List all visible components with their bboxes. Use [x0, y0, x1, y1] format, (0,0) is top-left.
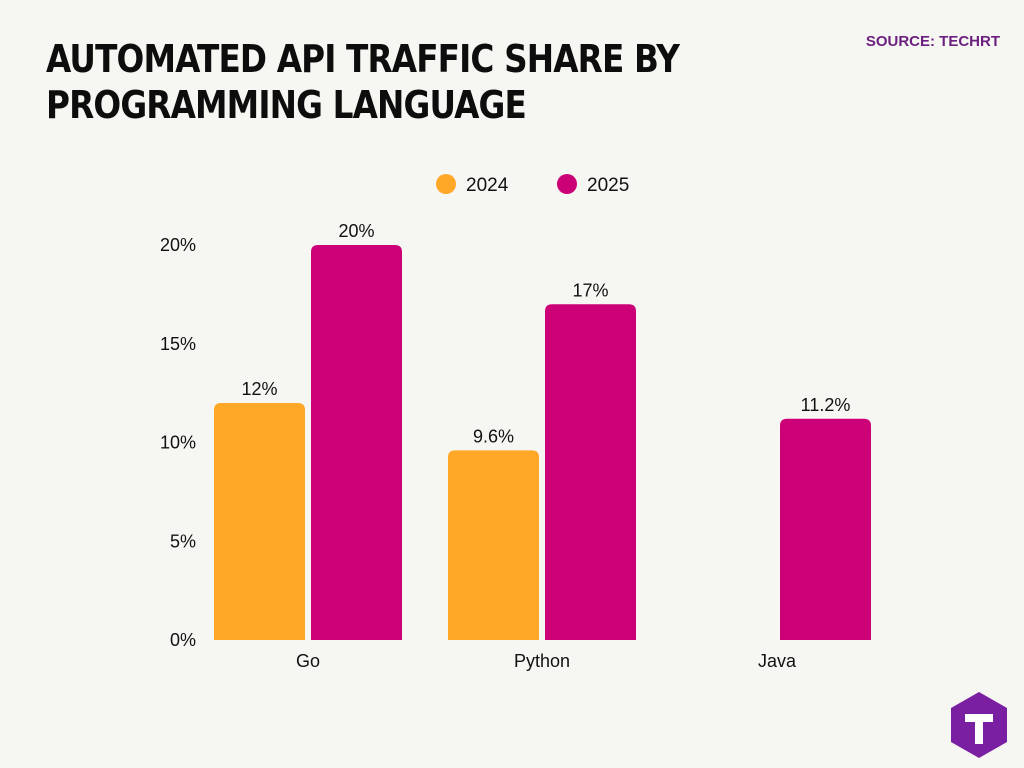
techrt-logo-icon [951, 692, 1007, 758]
data-label: 17% [572, 280, 608, 300]
legend-label-2025: 2025 [587, 175, 629, 196]
x-tick-label-go: Go [296, 651, 320, 671]
legend: 2024 2025 [436, 174, 629, 196]
y-tick-label: 10% [160, 433, 196, 453]
y-tick-label: 5% [170, 531, 196, 551]
x-tick-label-java: Java [758, 651, 797, 671]
bar-python-2025 [545, 304, 636, 640]
y-axis: 0% 5% 10% 15% 20% [160, 235, 196, 650]
data-label: 9.6% [473, 426, 514, 446]
source-label: SOURCE: TECHRT [865, 33, 1000, 50]
x-axis: Go Python Java [296, 651, 797, 671]
legend-swatch-2024 [436, 174, 456, 194]
bars: 12% 20% 9.6% 17% 11.2% [214, 221, 871, 640]
bar-java-2025 [780, 418, 871, 640]
legend-label-2024: 2024 [466, 175, 509, 196]
data-label: 11.2% [801, 395, 851, 415]
bar-go-2025 [311, 245, 402, 640]
data-label: 20% [338, 221, 374, 241]
y-tick-label: 20% [160, 235, 196, 255]
x-tick-label-python: Python [514, 651, 570, 671]
chart-title: AUTOMATED API TRAFFIC SHARE BY PROGRAMMI… [46, 37, 680, 127]
bar-go-2024 [214, 403, 305, 640]
y-tick-label: 15% [160, 334, 196, 354]
y-tick-label: 0% [170, 630, 196, 650]
bar-python-2024 [448, 450, 539, 640]
legend-swatch-2025 [557, 174, 577, 194]
data-label: 12% [241, 379, 277, 399]
